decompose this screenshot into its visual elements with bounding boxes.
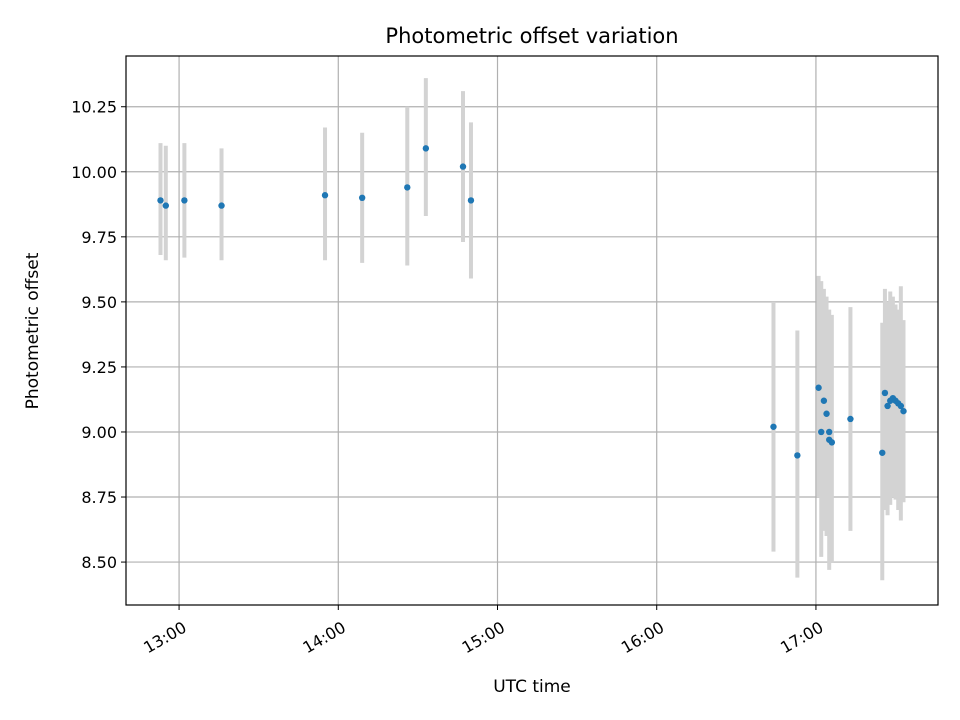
data-point <box>847 415 854 423</box>
x-axis-label: UTC time <box>493 677 571 697</box>
data-point <box>404 184 411 191</box>
y-tick-label: 8.50 <box>81 553 117 572</box>
data-point <box>794 452 801 459</box>
data-point <box>818 428 825 436</box>
data-points <box>157 145 907 459</box>
chart-title: Photometric offset variation <box>385 24 678 48</box>
data-point <box>422 145 430 152</box>
y-tick-label: 8.75 <box>81 488 117 507</box>
y-tick-label: 10.00 <box>71 163 117 182</box>
grid <box>126 56 938 605</box>
data-point <box>321 192 329 199</box>
data-point <box>459 163 467 170</box>
y-tick-label: 9.75 <box>81 228 117 247</box>
y-tick-label: 9.00 <box>81 423 117 442</box>
y-axis-label: Photometric offset <box>23 252 43 409</box>
data-point <box>826 428 833 436</box>
y-tick-label: 9.25 <box>81 358 117 377</box>
data-point <box>770 423 777 430</box>
data-point <box>881 389 889 397</box>
data-point <box>218 202 225 209</box>
data-point <box>884 402 891 410</box>
data-point <box>828 439 836 446</box>
y-tick-label: 9.50 <box>81 293 117 312</box>
data-point <box>879 449 886 456</box>
plot-frame <box>125 55 939 606</box>
data-point <box>467 197 475 204</box>
data-point <box>823 410 830 417</box>
data-point <box>897 402 905 410</box>
data-point <box>181 197 188 204</box>
data-point <box>157 197 164 204</box>
data-point <box>820 397 828 404</box>
y-tick-label: 10.25 <box>71 98 117 117</box>
y-axis: 8.50 8.75 9.00 9.25 9.50 9.75 10.00 10.25 <box>71 98 126 572</box>
data-point <box>900 407 907 415</box>
data-point <box>162 202 170 209</box>
data-point <box>815 384 822 391</box>
data-point <box>358 194 366 202</box>
